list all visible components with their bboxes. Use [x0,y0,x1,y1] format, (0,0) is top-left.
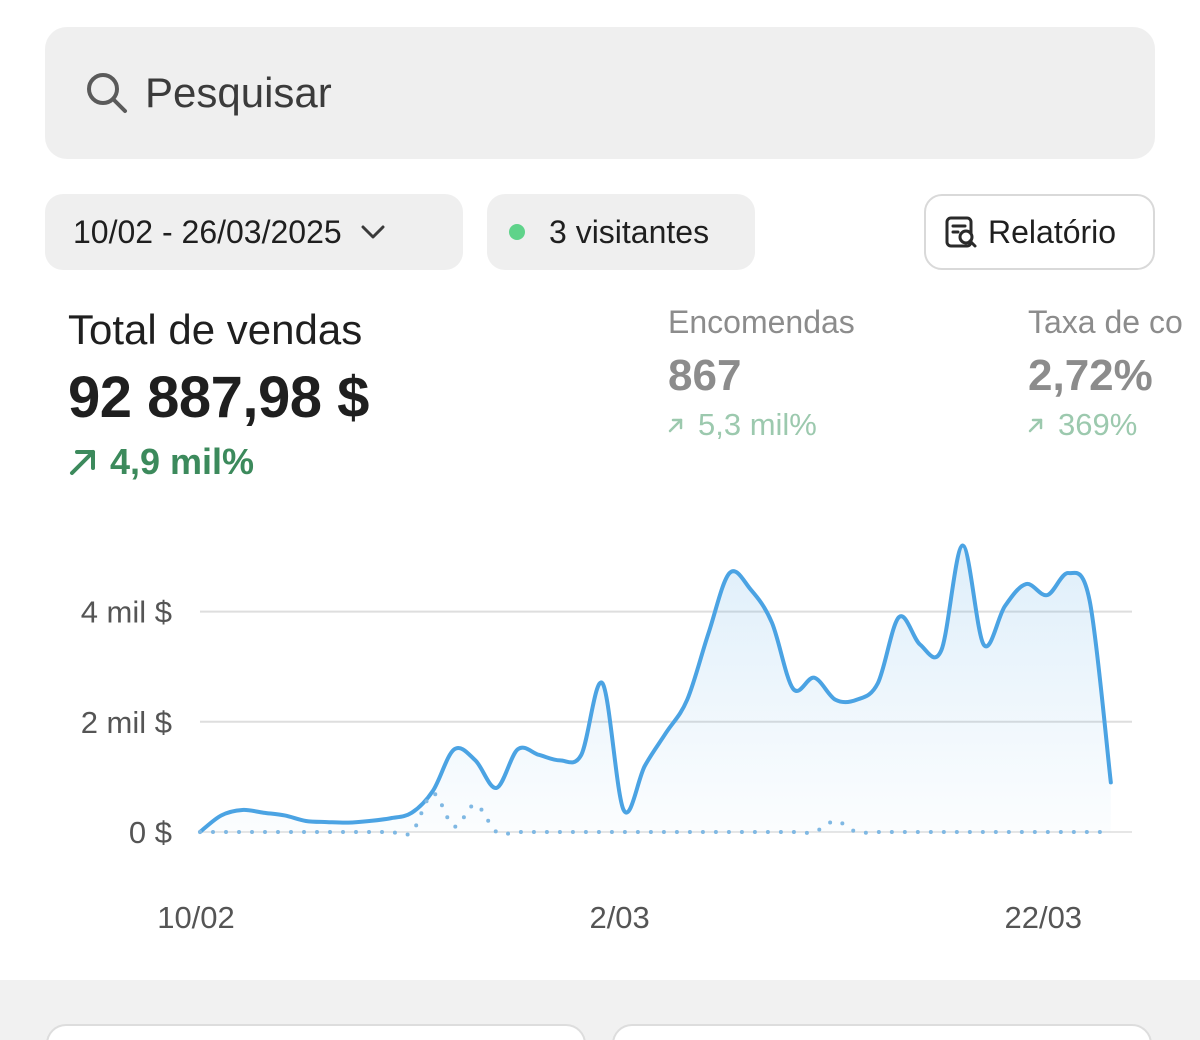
metric-value: 92 887,98 $ [68,365,369,430]
report-button[interactable]: Relatório [924,194,1155,270]
metric-change-value: 4,9 mil% [110,441,255,482]
chevron-down-icon [361,225,385,239]
search-input[interactable] [145,27,1125,159]
metric-change: 5,3 mil% [668,407,855,443]
metric-value: 2,72% [1028,351,1153,400]
metric-total-sales[interactable]: Total de vendas 92 887,98 $ 4,9 mil% [68,306,369,483]
report-label: Relatório [988,213,1117,250]
metric-label: Taxa de co [1028,304,1183,340]
x-tick-label: 22/03 [1004,900,1082,935]
series-area [200,545,1111,832]
live-indicator-dot [509,224,525,240]
arrow-up-right-icon [668,418,683,433]
metric-change-value: 5,3 mil% [698,407,817,442]
arrow-up-right-icon [1028,418,1043,433]
metric-label: Total de vendas [68,306,363,353]
visitors-label: 3 visitantes [549,213,710,250]
metric-orders[interactable]: Encomendas 867 5,3 mil% [668,304,855,443]
x-tick-label: 2/03 [589,900,649,935]
report-icon [945,216,977,248]
y-tick-label: 0 $ [129,815,172,850]
x-tick-label: 10/02 [157,900,235,935]
series-line-sales [198,543,1113,834]
summary-card[interactable] [612,1024,1152,1040]
metric-change: 4,9 mil% [68,441,369,483]
visitors-badge[interactable]: 3 visitantes [487,194,755,270]
metric-value: 867 [668,351,742,400]
search-icon [85,71,129,120]
y-tick-label: 2 mil $ [81,705,172,740]
search-bar[interactable] [45,27,1155,159]
metric-conversion[interactable]: Taxa de co 2,72% 369% [1028,304,1200,443]
metric-change-value: 369% [1058,407,1138,442]
date-range-label: 10/02 - 26/03/2025 [73,213,342,250]
arrow-up-right-icon [70,450,95,475]
date-range-selector[interactable]: 10/02 - 26/03/2025 [45,194,463,270]
sales-line-chart[interactable]: 4 mil $ 2 mil $ 0 $ 10/02 2/03 22/03 [0,500,1200,960]
metric-label: Encomendas [668,304,855,340]
y-tick-label: 4 mil $ [81,595,172,630]
summary-card[interactable] [46,1024,586,1040]
metric-change: 369% [1028,407,1200,443]
